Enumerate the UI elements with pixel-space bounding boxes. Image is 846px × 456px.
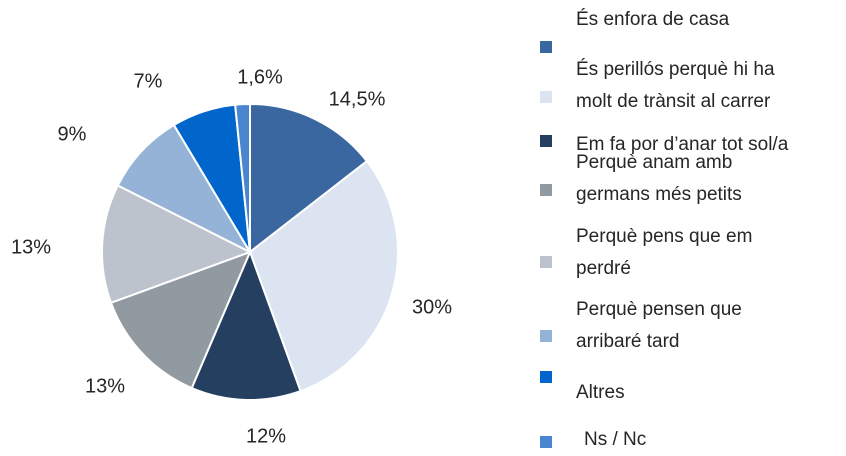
pie-slice: [116, 123, 253, 255]
data-label: 1,6%: [237, 66, 283, 88]
legend-label: Ns / Nc: [584, 429, 647, 450]
legend-label: És perillós perquè hi ha molt de trànsit…: [576, 59, 775, 112]
legend-marker: [540, 135, 552, 147]
data-label: 13%: [11, 236, 51, 258]
legend-label: Em fa por d’anar tot sol/a: [576, 134, 789, 155]
data-label: 13%: [85, 375, 125, 397]
data-label: 30%: [412, 296, 452, 318]
pie-slice: [234, 102, 251, 253]
pie-slice: [101, 184, 253, 305]
data-label: 12%: [246, 425, 286, 447]
legend-marker: [540, 330, 552, 342]
legend-label: Perquè pens que em perdré: [576, 226, 753, 279]
legend-marker: [540, 371, 552, 383]
legend-label: És enfora de casa: [576, 9, 730, 30]
pie-slice: [190, 249, 302, 401]
legend-label: Perquè pensen que arribaré tard: [576, 299, 742, 352]
data-label: 9%: [58, 123, 87, 145]
legend-label: Perquè anam amb germans més petits: [576, 152, 742, 205]
legend-marker: [540, 184, 552, 196]
pie-slice: [109, 250, 252, 390]
pie-slice: [248, 159, 399, 393]
data-label: 7%: [134, 70, 163, 92]
legend-label: Altres: [576, 382, 625, 403]
data-label: 14,5%: [329, 88, 386, 110]
legend-marker: [540, 436, 552, 448]
legend-marker: [540, 41, 552, 53]
legend-marker: [540, 256, 552, 268]
legend-marker: [540, 91, 552, 103]
pie-slice: [249, 102, 369, 255]
